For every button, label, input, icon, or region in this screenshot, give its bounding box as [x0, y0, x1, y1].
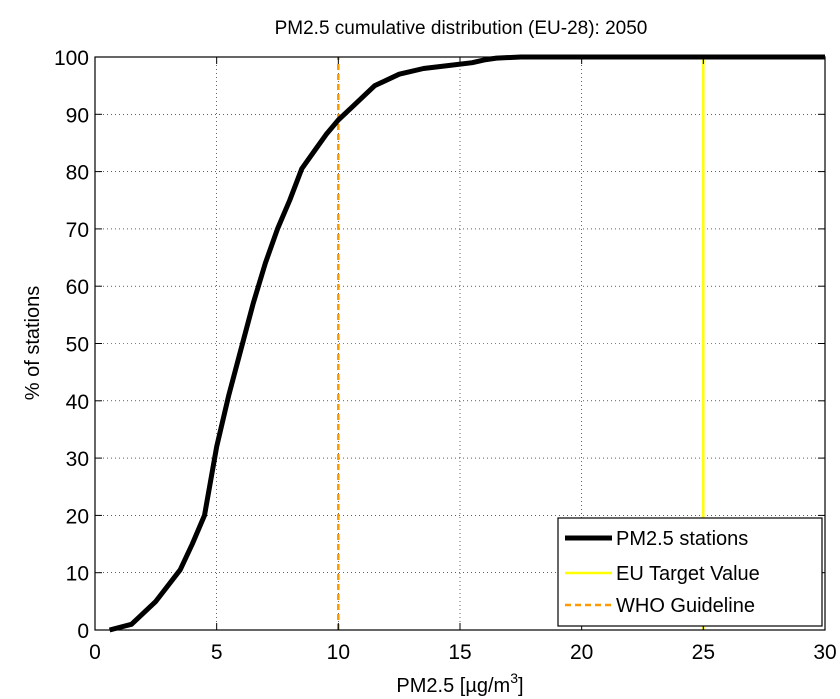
y-axis-label: % of stations — [22, 286, 44, 401]
y-tick-label: 80 — [66, 162, 89, 185]
x-tick-label: 5 — [211, 641, 223, 664]
y-tick-label: 50 — [66, 334, 89, 357]
data-series — [108, 54, 825, 633]
pm25-stations-line — [108, 54, 825, 633]
x-tick-label: 0 — [89, 641, 101, 664]
y-tick-label: 20 — [66, 505, 89, 528]
x-axis-label-text: PM2.5 [ — [396, 675, 465, 697]
x-tick-label: 30 — [813, 641, 836, 664]
y-tick-label: 40 — [66, 391, 89, 414]
legend: PM2.5 stations EU Target Value WHO Guide… — [557, 517, 823, 627]
y-tick-label: 70 — [66, 219, 89, 242]
y-tick-labels: 0 10 20 30 40 50 60 70 80 90 100 — [54, 47, 89, 643]
x-axis-label-end: ] — [518, 675, 524, 697]
chart-title: PM2.5 cumulative distribution (EU-28): 2… — [275, 18, 648, 39]
x-tick-label: 20 — [570, 641, 593, 664]
y-tick-label: 0 — [77, 620, 89, 643]
x-tick-labels: 0 5 10 15 20 25 30 — [89, 641, 837, 664]
legend-label-pm25-stations: PM2.5 stations — [616, 528, 748, 550]
y-tick-label: 10 — [66, 563, 89, 586]
legend-label-who-guideline: WHO Guideline — [616, 595, 755, 617]
y-tick-label: 90 — [66, 104, 89, 127]
x-axis-label: PM2.5 [µg/m3] — [396, 670, 523, 697]
x-axis-label-unit: µg/m — [465, 675, 510, 697]
x-tick-label: 15 — [448, 641, 471, 664]
x-tick-label: 25 — [692, 641, 715, 664]
legend-label-eu-target-value: EU Target Value — [616, 563, 760, 585]
y-tick-label: 30 — [66, 448, 89, 471]
x-tick-label: 10 — [327, 641, 350, 664]
y-tick-label: 60 — [66, 276, 89, 299]
x-axis-label-superscript: 3 — [510, 670, 518, 686]
y-tick-label: 100 — [54, 47, 89, 70]
